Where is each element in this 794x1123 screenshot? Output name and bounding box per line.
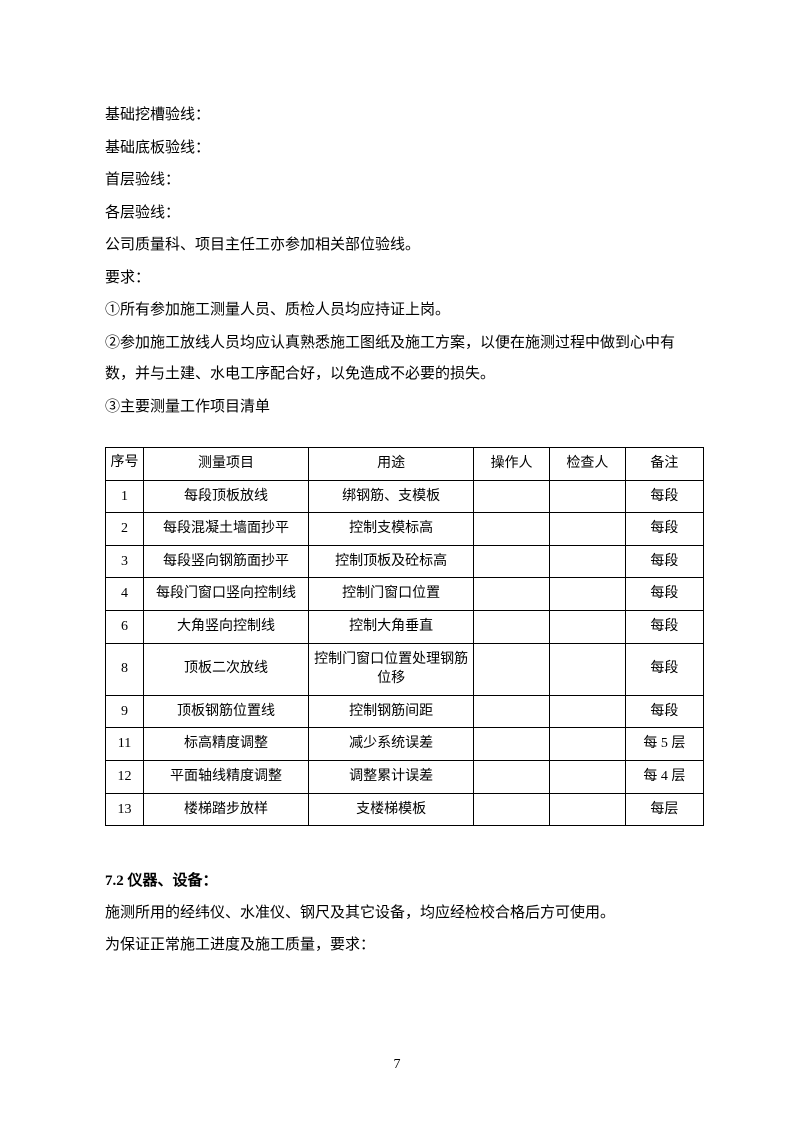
table-row: 4 每段门窗口竖向控制线 控制门窗口位置 每段 xyxy=(106,578,704,611)
table-row: 8 顶板二次放线 控制门窗口位置处理钢筋位移 每段 xyxy=(106,643,704,695)
cell-seq: 3 xyxy=(106,545,144,578)
cell-note: 每段 xyxy=(625,695,703,728)
cell-note: 每段 xyxy=(625,513,703,546)
cell-operator xyxy=(474,760,550,793)
measurement-table: 序号 测量项目 用途 操作人 检查人 备注 1 每段顶板放线 绑钢筋、支模板 每… xyxy=(105,447,704,826)
paragraph-7: ①所有参加施工测量人员、质检人员均应持证上岗。 xyxy=(105,295,704,327)
cell-item: 平面轴线精度调整 xyxy=(143,760,308,793)
table-row: 13 楼梯踏步放样 支楼梯模板 每层 xyxy=(106,793,704,826)
header-use: 用途 xyxy=(309,448,474,481)
cell-inspector xyxy=(550,578,626,611)
cell-inspector xyxy=(550,643,626,695)
cell-seq: 12 xyxy=(106,760,144,793)
cell-operator xyxy=(474,545,550,578)
paragraph-2: 基础底板验线： xyxy=(105,133,704,165)
cell-inspector xyxy=(550,728,626,761)
cell-inspector xyxy=(550,480,626,513)
cell-use: 控制钢筋间距 xyxy=(309,695,474,728)
cell-use: 支楼梯模板 xyxy=(309,793,474,826)
section-body-1: 施测所用的经纬仪、水准仪、钢尺及其它设备，均应经检校合格后方可使用。 xyxy=(105,898,704,930)
header-seq: 序号 xyxy=(106,448,144,481)
cell-note: 每段 xyxy=(625,610,703,643)
cell-operator xyxy=(474,695,550,728)
cell-inspector xyxy=(550,513,626,546)
cell-seq: 2 xyxy=(106,513,144,546)
cell-inspector xyxy=(550,760,626,793)
cell-operator xyxy=(474,513,550,546)
section-body-2: 为保证正常施工进度及施工质量，要求： xyxy=(105,930,704,962)
cell-note: 每段 xyxy=(625,480,703,513)
paragraph-3: 首层验线： xyxy=(105,165,704,197)
paragraph-1: 基础挖槽验线： xyxy=(105,100,704,132)
paragraph-4: 各层验线： xyxy=(105,198,704,230)
cell-seq: 8 xyxy=(106,643,144,695)
cell-use: 控制顶板及砼标高 xyxy=(309,545,474,578)
cell-note: 每段 xyxy=(625,578,703,611)
cell-use: 控制大角垂直 xyxy=(309,610,474,643)
paragraph-6: 要求： xyxy=(105,263,704,295)
cell-item: 标高精度调整 xyxy=(143,728,308,761)
table-row: 12 平面轴线精度调整 调整累计误差 每 4 层 xyxy=(106,760,704,793)
cell-note: 每层 xyxy=(625,793,703,826)
cell-operator xyxy=(474,610,550,643)
cell-use: 绑钢筋、支模板 xyxy=(309,480,474,513)
paragraph-5: 公司质量科、项目主任工亦参加相关部位验线。 xyxy=(105,230,704,262)
table-row: 3 每段竖向钢筋面抄平 控制顶板及砼标高 每段 xyxy=(106,545,704,578)
cell-inspector xyxy=(550,545,626,578)
cell-seq: 13 xyxy=(106,793,144,826)
header-note: 备注 xyxy=(625,448,703,481)
table-row: 1 每段顶板放线 绑钢筋、支模板 每段 xyxy=(106,480,704,513)
cell-item: 每段混凝土墙面抄平 xyxy=(143,513,308,546)
header-inspector: 检查人 xyxy=(550,448,626,481)
cell-seq: 1 xyxy=(106,480,144,513)
cell-use: 控制门窗口位置处理钢筋位移 xyxy=(309,643,474,695)
table-row: 6 大角竖向控制线 控制大角垂直 每段 xyxy=(106,610,704,643)
header-operator: 操作人 xyxy=(474,448,550,481)
cell-inspector xyxy=(550,695,626,728)
cell-item: 顶板钢筋位置线 xyxy=(143,695,308,728)
cell-operator xyxy=(474,728,550,761)
cell-operator xyxy=(474,480,550,513)
cell-use: 调整累计误差 xyxy=(309,760,474,793)
cell-note: 每 5 层 xyxy=(625,728,703,761)
cell-operator xyxy=(474,643,550,695)
cell-operator xyxy=(474,578,550,611)
section-heading: 7.2 仪器、设备： xyxy=(105,866,704,898)
cell-use: 控制支模标高 xyxy=(309,513,474,546)
cell-operator xyxy=(474,793,550,826)
cell-use: 减少系统误差 xyxy=(309,728,474,761)
cell-note: 每段 xyxy=(625,545,703,578)
cell-inspector xyxy=(550,793,626,826)
paragraph-9: ③主要测量工作项目清单 xyxy=(105,392,704,424)
table-row: 11 标高精度调整 减少系统误差 每 5 层 xyxy=(106,728,704,761)
table-header-row: 序号 测量项目 用途 操作人 检查人 备注 xyxy=(106,448,704,481)
cell-item: 楼梯踏步放样 xyxy=(143,793,308,826)
cell-inspector xyxy=(550,610,626,643)
cell-item: 顶板二次放线 xyxy=(143,643,308,695)
cell-seq: 11 xyxy=(106,728,144,761)
cell-note: 每 4 层 xyxy=(625,760,703,793)
cell-item: 每段竖向钢筋面抄平 xyxy=(143,545,308,578)
cell-seq: 9 xyxy=(106,695,144,728)
paragraph-8: ②参加施工放线人员均应认真熟悉施工图纸及施工方案，以便在施测过程中做到心中有数，… xyxy=(105,328,704,391)
cell-item: 大角竖向控制线 xyxy=(143,610,308,643)
header-item: 测量项目 xyxy=(143,448,308,481)
cell-seq: 4 xyxy=(106,578,144,611)
table-row: 9 顶板钢筋位置线 控制钢筋间距 每段 xyxy=(106,695,704,728)
cell-item: 每段顶板放线 xyxy=(143,480,308,513)
page-number: 7 xyxy=(0,1057,794,1073)
table-body: 1 每段顶板放线 绑钢筋、支模板 每段 2 每段混凝土墙面抄平 控制支模标高 每… xyxy=(106,480,704,826)
cell-seq: 6 xyxy=(106,610,144,643)
table-row: 2 每段混凝土墙面抄平 控制支模标高 每段 xyxy=(106,513,704,546)
cell-use: 控制门窗口位置 xyxy=(309,578,474,611)
cell-note: 每段 xyxy=(625,643,703,695)
measurement-table-container: 序号 测量项目 用途 操作人 检查人 备注 1 每段顶板放线 绑钢筋、支模板 每… xyxy=(105,447,704,826)
cell-item: 每段门窗口竖向控制线 xyxy=(143,578,308,611)
